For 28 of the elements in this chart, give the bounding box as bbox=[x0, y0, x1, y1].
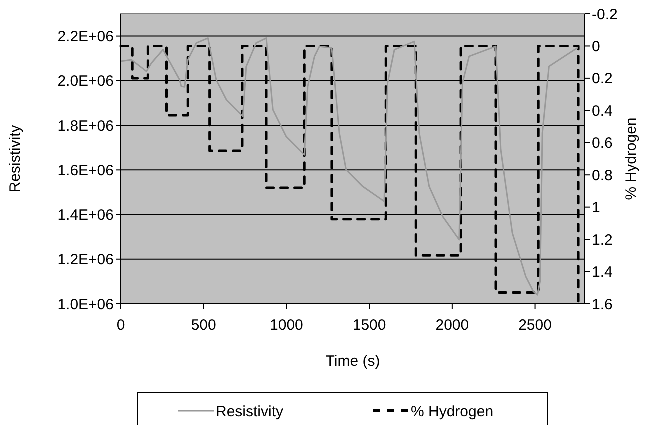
y-tick-label: 1.8E+06 bbox=[58, 118, 114, 135]
x-tick-label: 1000 bbox=[270, 317, 304, 334]
y2-tick-label: 0.6 bbox=[592, 135, 613, 152]
legend-label: % Hydrogen bbox=[411, 403, 494, 420]
legend-label: Resistivity bbox=[216, 403, 284, 420]
y2-tick-label: 0.4 bbox=[592, 102, 613, 120]
y-tick-label: 1.0E+06 bbox=[58, 296, 114, 314]
x-tick-label: 1500 bbox=[352, 317, 386, 334]
x-tick-label: 2500 bbox=[518, 317, 552, 334]
y2-axis-title: % Hydrogen bbox=[623, 118, 640, 200]
y2-tick-label: 1.2 bbox=[592, 232, 613, 249]
y2-tick-label: 1.6 bbox=[592, 296, 613, 314]
x-tick-label: 500 bbox=[191, 317, 216, 334]
y2-tick-label: 0 bbox=[592, 38, 600, 56]
y-tick-label: 1.6E+06 bbox=[58, 162, 114, 180]
x-tick-label: 2000 bbox=[436, 317, 470, 334]
x-axis-title: Time (s) bbox=[326, 353, 380, 370]
y2-tick-label: 1 bbox=[592, 200, 600, 217]
y2-tick-label: -0.2 bbox=[592, 6, 618, 24]
y2-tick-label: 0.2 bbox=[592, 70, 613, 88]
y2-tick-label: 0.8 bbox=[592, 167, 613, 184]
y2-tick-label: 1.4 bbox=[592, 264, 613, 282]
y-tick-label: 2.0E+06 bbox=[58, 73, 114, 90]
y-axis-title: Resistivity bbox=[7, 124, 24, 193]
y-tick-label: 1.4E+06 bbox=[58, 207, 114, 224]
y-tick-label: 2.2E+06 bbox=[58, 28, 114, 46]
y-tick-label: 1.2E+06 bbox=[58, 252, 114, 269]
x-tick-label: 0 bbox=[116, 317, 126, 334]
